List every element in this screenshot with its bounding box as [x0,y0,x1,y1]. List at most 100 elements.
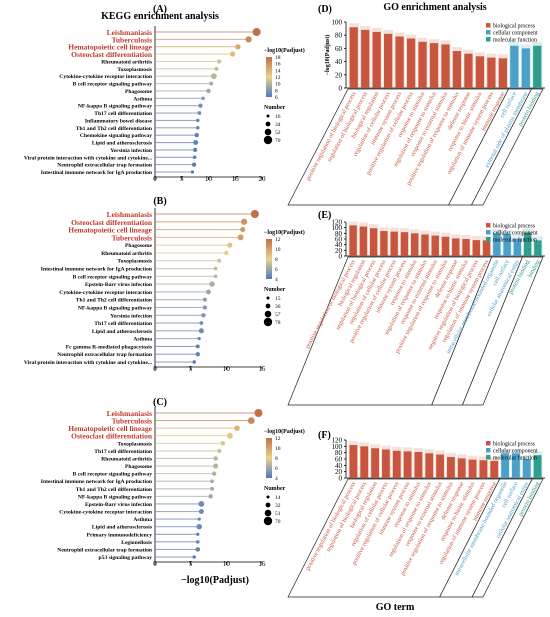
bar [403,451,412,478]
x-tick-label: 0 [153,560,157,568]
y-tick-label: 40 [335,241,343,249]
colorbar-tick-label: 6 [275,267,278,273]
colorbar-tick-label: 10 [275,82,281,88]
bar [441,44,450,88]
legend-label: cellular component [493,449,538,455]
lollipop-point [247,417,255,424]
term-label: Th17 cell differentiation [94,449,153,455]
bar [493,233,501,256]
lollipop-point [208,494,213,499]
go-title: GO enrichment analysis [383,2,486,13]
term-label: Fc gamma R-mediated phagocytosis [66,344,153,350]
term-label: Intestinal immune network for IgA produc… [41,479,153,485]
lollipop-point [213,456,218,461]
term-label: NF-kappa B signaling pathway [78,305,152,311]
term-label: Legionellosis [121,540,153,546]
lollipop-point [216,59,222,64]
term-label: Tuberculosis [112,35,153,44]
bar [464,53,473,88]
y-tick-label: 60 [335,236,343,244]
bar [421,234,429,256]
kegg-xlabel: −log10(Padjust) [181,575,249,586]
lollipop-point [224,250,229,256]
panel-c: (C) 0 5 10 15 LeishmaniasisTuberculosisHemato… [41,397,305,568]
y-tick-label: 20 [335,71,343,79]
y-axis-title: −log10(Padjust) [324,35,331,76]
lollipop-point [213,463,219,469]
colorbar-tick-label: 8 [275,88,278,94]
term-label: NF-kappa B signaling pathway [78,104,152,110]
bar [510,45,519,88]
size-legend-label: 52 [275,130,281,136]
panel-label: (C) [153,397,167,408]
bar [523,232,532,256]
bar [414,452,423,478]
term-label: Yersinia infection [110,313,153,319]
bar [522,459,531,478]
term-label: Epstein-Barr virus infection [85,282,153,288]
bar [361,29,370,89]
term-label: Yersinia infection [110,148,153,154]
bar [382,449,390,478]
lollipop-point [192,360,196,364]
legend-label: cellular component [493,31,538,37]
bar [431,235,439,256]
lollipop-point [198,328,204,334]
bar [513,239,522,256]
size-legend-label: 78 [275,320,281,326]
legend-label: biological process [493,24,536,30]
bar [429,43,439,88]
lollipop-point [235,44,241,50]
colorbar-tick-label: 12 [275,436,281,442]
size-legend-dot [263,135,273,145]
size-legend-label: 16 [275,114,281,120]
y-tick-label: 0 [339,475,343,483]
lollipop-point [206,289,211,295]
y-tick-label: 80 [335,32,343,40]
lollipop-point [197,517,201,521]
legend-label: molecular function [493,37,537,44]
bar [380,231,388,256]
lollipop-point [206,88,211,94]
legend-swatch [486,448,491,453]
panel-label: (D) [318,4,332,15]
term-group-box [470,88,544,206]
size-legend-dot [264,310,272,318]
term-label: B cell receptor signaling pathway [73,472,153,478]
lollipop-point [193,140,199,145]
term-label: Th17 cell differentiation [94,111,153,117]
panel-label: (A) [153,4,167,15]
bar [349,225,357,256]
term-group-box [471,478,544,598]
size-legend-label: 15 [275,296,281,302]
bar [457,458,466,478]
x-tick-label: 0 [153,365,157,373]
term-label: Asthma [133,337,152,343]
bar [462,239,470,256]
term-label: Intestinal immune network for IgA produc… [41,170,153,176]
bar [503,233,511,256]
size-legend-dot [266,296,270,300]
bar [498,58,507,88]
kegg-title: KEGG enrichment analysis [101,11,219,22]
y-tick-label: 40 [335,462,343,470]
term-label: Hematopoietic cell lineage [68,43,152,52]
size-legend-title: Number [264,486,286,492]
colorbar-tick-label: 4 [275,277,278,283]
bar [411,233,419,256]
term-label: Tuberculosis [112,417,153,426]
lollipop-point [197,337,201,341]
x-tick-label: 0 [153,175,157,183]
lollipop-point [196,126,200,130]
lollipop-point [199,321,204,325]
bar [512,453,520,478]
term-label: Lipid and atherosclerosis [92,525,153,531]
colorbar-tick-label: 4 [275,476,278,482]
lollipop-point [198,509,204,515]
lollipop-point [191,162,197,167]
term-label: Toxoplasmosis [117,259,152,265]
size-legend-label: 14 [275,495,281,501]
legend-label: molecular function [493,237,537,244]
size-legend-label: 32 [275,503,281,509]
